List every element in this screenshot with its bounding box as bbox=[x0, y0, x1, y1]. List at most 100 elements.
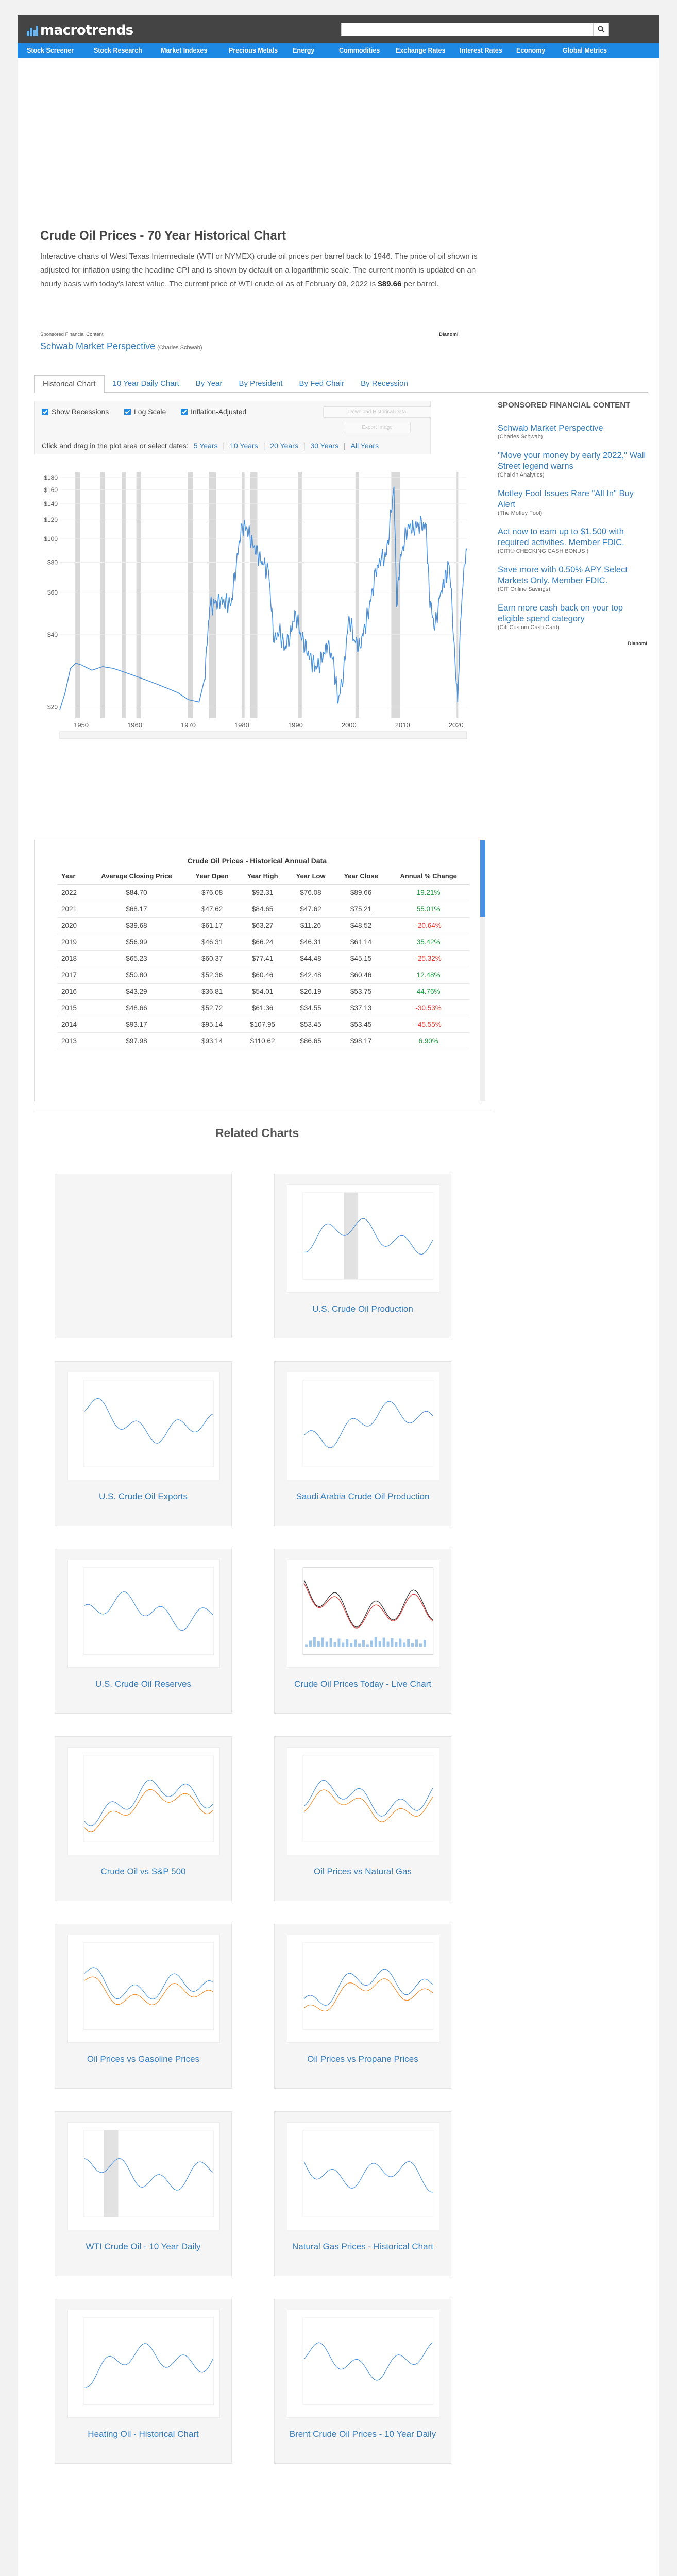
range-navigator[interactable] bbox=[59, 731, 467, 739]
table-scrollbar[interactable] bbox=[480, 840, 485, 1101]
related-chart-card[interactable]: Crude Oil Prices Today - Live Chart bbox=[274, 1549, 451, 1714]
related-chart-thumbnail[interactable] bbox=[67, 2122, 220, 2230]
show-recessions-checkbox[interactable]: Show Recessions bbox=[42, 408, 109, 416]
related-chart-card[interactable]: Heating Oil - Historical Chart bbox=[55, 2299, 232, 2464]
nav-item-economy[interactable]: Economy bbox=[516, 47, 546, 54]
sponsored-item[interactable]: Save more with 0.50% APY Select Markets … bbox=[498, 565, 647, 592]
table-scroll-thumb[interactable] bbox=[480, 840, 485, 917]
sponsored-item-link[interactable]: "Move your money by early 2022," Wall St… bbox=[498, 451, 646, 471]
range-30-years[interactable]: 30 Years bbox=[310, 442, 338, 450]
inflation-adjusted-checkbox[interactable]: Inflation-Adjusted bbox=[181, 408, 246, 416]
table-cell: $76.08 bbox=[186, 884, 238, 901]
oil-price-chart[interactable]: $20 $40 $60 $80 $100 $120 $140 $160 $180 1950 1960… bbox=[34, 462, 477, 740]
related-chart-card[interactable]: Brent Crude Oil Prices - 10 Year Daily bbox=[274, 2299, 451, 2464]
related-chart-caption[interactable]: U.S. Crude Oil Production bbox=[312, 1304, 413, 1314]
related-chart-caption[interactable]: U.S. Crude Oil Reserves bbox=[95, 1679, 192, 1689]
related-chart-thumbnail[interactable] bbox=[287, 1184, 439, 1293]
related-chart-card[interactable] bbox=[55, 1174, 232, 1338]
tab-10-year-daily-chart[interactable]: 10 Year Daily Chart bbox=[112, 379, 179, 388]
related-chart-card[interactable]: Oil Prices vs Gasoline Prices bbox=[55, 1924, 232, 2089]
y-tick-label: $60 bbox=[47, 589, 58, 596]
related-chart-card[interactable]: Oil Prices vs Natural Gas bbox=[274, 1736, 451, 1901]
search-input[interactable] bbox=[341, 23, 594, 36]
table-cell: $52.72 bbox=[186, 999, 238, 1016]
related-chart-caption[interactable]: Crude Oil vs S&P 500 bbox=[100, 1867, 186, 1876]
related-chart-thumbnail[interactable] bbox=[67, 1372, 220, 1480]
sponsored-item[interactable]: Earn more cash back on your top eligible… bbox=[498, 603, 647, 631]
related-chart-card[interactable]: WTI Crude Oil - 10 Year Daily bbox=[55, 2111, 232, 2276]
nav-item-exchange-rates[interactable]: Exchange Rates bbox=[396, 47, 446, 54]
log-scale-checkbox[interactable]: Log Scale bbox=[124, 408, 166, 416]
related-chart-caption[interactable]: U.S. Crude Oil Exports bbox=[99, 1492, 188, 1501]
related-chart-card[interactable]: Oil Prices vs Propane Prices bbox=[274, 1924, 451, 2089]
related-chart-card[interactable]: Saudi Arabia Crude Oil Production bbox=[274, 1361, 451, 1526]
related-chart-thumbnail[interactable] bbox=[287, 1560, 439, 1668]
related-chart-card[interactable]: U.S. Crude Oil Reserves bbox=[55, 1549, 232, 1714]
range-10-years[interactable]: 10 Years bbox=[230, 442, 258, 450]
related-chart-caption[interactable]: WTI Crude Oil - 10 Year Daily bbox=[86, 2242, 201, 2251]
y-tick-label: $140 bbox=[44, 500, 58, 507]
sponsored-label: Sponsored Financial Content bbox=[40, 332, 104, 337]
sponsored-item[interactable]: Schwab Market Perspective (Charles Schwab… bbox=[498, 423, 647, 440]
related-chart-caption[interactable]: Heating Oil - Historical Chart bbox=[88, 2429, 199, 2439]
tab-by-fed-chair[interactable]: By Fed Chair bbox=[299, 379, 345, 388]
tab-by-recession[interactable]: By Recession bbox=[361, 379, 408, 388]
sponsored-item-link[interactable]: Motley Fool Issues Rare "All In" Buy Ale… bbox=[498, 489, 634, 509]
export-image-button[interactable]: Export Image bbox=[344, 422, 411, 433]
related-chart-thumbnail[interactable] bbox=[287, 1935, 439, 2043]
sponsored-item[interactable]: Act now to earn up to $1,500 with requir… bbox=[498, 527, 647, 554]
range-all-years[interactable]: All Years bbox=[350, 442, 379, 450]
nav-item-commodities[interactable]: Commodities bbox=[339, 47, 380, 54]
sponsored-item[interactable]: Motley Fool Issues Rare "All In" Buy Ale… bbox=[498, 488, 647, 516]
related-chart-thumbnail[interactable] bbox=[67, 2310, 220, 2418]
related-chart-caption[interactable]: Oil Prices vs Natural Gas bbox=[314, 1867, 412, 1876]
related-chart-card[interactable]: Natural Gas Prices - Historical Chart bbox=[274, 2111, 451, 2276]
range-separator: | bbox=[343, 442, 346, 450]
nav-item-stock-research[interactable]: Stock Research bbox=[94, 47, 142, 54]
sponsored-item[interactable]: "Move your money by early 2022," Wall St… bbox=[498, 450, 647, 478]
download-data-button[interactable]: Download Historical Data bbox=[323, 406, 431, 418]
table-cell: $53.75 bbox=[334, 983, 388, 1000]
site-logo[interactable]: macrotrends bbox=[27, 23, 133, 38]
related-chart-caption[interactable]: Oil Prices vs Propane Prices bbox=[307, 2054, 418, 2064]
sponsored-item-link[interactable]: Earn more cash back on your top eligible… bbox=[498, 603, 623, 623]
related-chart-caption[interactable]: Brent Crude Oil Prices - 10 Year Daily bbox=[289, 2429, 436, 2439]
logo-bars-icon bbox=[27, 25, 38, 36]
nav-item-market-indexes[interactable]: Market Indexes bbox=[161, 47, 208, 54]
related-chart-card[interactable]: Crude Oil vs S&P 500 bbox=[55, 1736, 232, 1901]
nav-item-global-metrics[interactable]: Global Metrics bbox=[563, 47, 607, 54]
nav-item-precious-metals[interactable]: Precious Metals bbox=[229, 47, 278, 54]
range-20-years[interactable]: 20 Years bbox=[270, 442, 298, 450]
related-chart-caption[interactable]: Oil Prices vs Gasoline Prices bbox=[87, 2054, 200, 2064]
recession-band bbox=[122, 472, 126, 718]
related-chart-thumbnail[interactable] bbox=[287, 1372, 439, 1480]
nav-item-energy[interactable]: Energy bbox=[293, 47, 315, 54]
related-chart-thumbnail[interactable] bbox=[287, 1747, 439, 1855]
tab-by-president[interactable]: By President bbox=[239, 379, 283, 388]
inflation-adjusted-label: Inflation-Adjusted bbox=[191, 408, 247, 416]
related-chart-card[interactable]: U.S. Crude Oil Exports bbox=[55, 1361, 232, 1526]
range-separator: | bbox=[263, 442, 265, 450]
tab-historical-chart[interactable]: Historical Chart bbox=[34, 375, 105, 393]
sponsored-item-link[interactable]: Schwab Market Perspective bbox=[498, 423, 603, 433]
related-chart-caption[interactable]: Saudi Arabia Crude Oil Production bbox=[296, 1492, 430, 1501]
related-chart-caption[interactable]: Natural Gas Prices - Historical Chart bbox=[292, 2242, 433, 2251]
related-chart-thumbnail[interactable] bbox=[287, 2310, 439, 2418]
chart-svg[interactable]: $20 $40 $60 $80 $100 $120 $140 $160 $180 1950 1960… bbox=[34, 462, 477, 740]
sponsored-item-link[interactable]: Save more with 0.50% APY Select Markets … bbox=[498, 565, 628, 585]
related-chart-thumbnail[interactable] bbox=[67, 1935, 220, 2043]
related-chart-thumbnail[interactable] bbox=[67, 1560, 220, 1668]
nav-item-interest-rates[interactable]: Interest Rates bbox=[460, 47, 502, 54]
related-chart-thumbnail[interactable] bbox=[67, 1747, 220, 1855]
tab-by-year[interactable]: By Year bbox=[195, 379, 223, 388]
sponsored-item-link[interactable]: Act now to earn up to $1,500 with requir… bbox=[498, 527, 624, 547]
range-5-years[interactable]: 5 Years bbox=[193, 442, 218, 450]
table-row: 2014 $93.17 $95.14 $107.95 $53.45 $53.45 -45.5… bbox=[57, 1016, 469, 1033]
nav-item-stock-screener[interactable]: Stock Screener bbox=[27, 47, 74, 54]
related-chart-caption[interactable]: Crude Oil Prices Today - Live Chart bbox=[294, 1679, 432, 1689]
search-button[interactable] bbox=[594, 23, 609, 36]
sponsor-link[interactable]: Schwab Market Perspective (Charles Schwab… bbox=[40, 341, 202, 352]
main-nav: Stock Screener Stock Research Market Index… bbox=[18, 43, 659, 58]
related-chart-card[interactable]: U.S. Crude Oil Production bbox=[274, 1174, 451, 1338]
related-chart-thumbnail[interactable] bbox=[287, 2122, 439, 2230]
